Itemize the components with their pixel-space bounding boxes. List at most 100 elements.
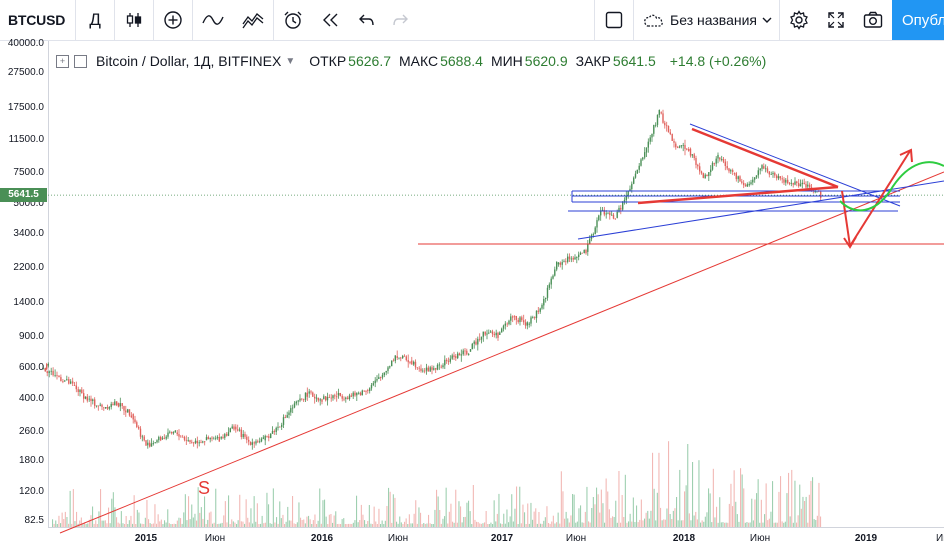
candle-body	[693, 154, 695, 158]
candle-body	[750, 182, 752, 184]
price-axis[interactable]	[0, 41, 49, 527]
publish-button[interactable]: Опубл	[892, 0, 944, 40]
alert-button[interactable]	[274, 0, 312, 40]
volume-bar	[226, 522, 228, 527]
volume-bar	[328, 514, 330, 527]
volume-bar	[175, 524, 177, 527]
gear-icon	[790, 10, 808, 30]
volume-bar	[348, 523, 350, 527]
volume-bar	[183, 512, 185, 527]
candle-body	[556, 261, 558, 270]
candle-body	[730, 170, 732, 172]
volume-bar	[810, 480, 812, 527]
volume-bar	[442, 518, 444, 527]
fullscreen-button[interactable]	[818, 0, 854, 40]
series-title[interactable]: Bitcoin / Dollar, 1Д, BITFINEX	[96, 53, 282, 69]
volume-bar	[772, 481, 774, 527]
volume-bar	[114, 507, 116, 527]
volume-bar	[199, 512, 201, 527]
interval-button[interactable]: Д	[89, 10, 101, 29]
volume-bar	[160, 519, 162, 527]
volume-bar	[642, 520, 644, 527]
price-tick-label: 600.0	[18, 361, 44, 373]
financials-button[interactable]	[233, 0, 273, 40]
candle-body	[546, 287, 549, 298]
candle-body	[565, 261, 567, 263]
chart-area[interactable]: S 40000.0 27500.0 17500.0 11500.0 7500.0 5000…	[0, 38, 944, 550]
volume-bar	[132, 523, 134, 527]
caret-down-icon[interactable]: ▼	[285, 55, 296, 67]
volume-bar	[368, 505, 370, 527]
volume-bar	[58, 515, 60, 527]
volume-bar	[677, 520, 679, 527]
candle-body	[46, 371, 48, 373]
candle-body	[227, 432, 230, 436]
candle-body	[72, 381, 74, 384]
candle-body	[405, 356, 407, 361]
volume-bar	[108, 507, 110, 527]
volume-bar	[220, 523, 222, 527]
volume-bar	[85, 524, 87, 527]
candle-body	[42, 367, 44, 369]
candle-body	[172, 432, 175, 434]
settings-button[interactable]	[780, 0, 818, 40]
volume-bar	[404, 521, 406, 527]
volume-bar	[207, 519, 209, 527]
volume-bar	[580, 505, 582, 527]
candle-body	[365, 391, 367, 392]
symbol-search-button[interactable]: BTCUSD	[8, 12, 66, 28]
replay-button[interactable]	[312, 0, 350, 40]
volume-bar	[792, 522, 794, 527]
volume-bar	[512, 521, 514, 527]
compare-button[interactable]	[154, 0, 192, 40]
volume-bar	[109, 523, 111, 527]
plus-circle-icon	[164, 11, 182, 29]
candles-style-button[interactable]	[115, 0, 153, 40]
candle-body	[596, 220, 598, 228]
down-arrow-line	[841, 190, 851, 247]
volume-bar	[612, 516, 614, 527]
candle-body	[413, 361, 415, 365]
open-value: 5626.7	[348, 53, 391, 69]
volume-bar	[432, 524, 434, 527]
snapshot-button[interactable]	[854, 0, 892, 40]
time-axis[interactable]	[48, 527, 944, 550]
candle-body	[44, 368, 46, 372]
candle-body	[462, 350, 464, 355]
candle-body	[706, 174, 708, 176]
candles-icon	[126, 13, 142, 27]
candle-body	[486, 333, 488, 335]
undo-button[interactable]	[350, 0, 384, 40]
candle-body	[99, 404, 101, 406]
collapse-legend-icon[interactable]: +	[56, 54, 69, 68]
undo-icon	[359, 14, 374, 26]
volume-bar	[410, 523, 412, 527]
indicators-button[interactable]	[193, 0, 233, 40]
candle-body	[110, 403, 112, 408]
volume-bar	[228, 495, 230, 527]
redo-button[interactable]	[384, 0, 416, 40]
volume-bar	[562, 491, 564, 527]
volume-bar	[279, 501, 281, 527]
candle-body	[501, 328, 503, 333]
candle-body	[326, 397, 329, 401]
candle-body	[306, 392, 308, 397]
volume-bar	[514, 508, 516, 527]
layout-select-button[interactable]	[595, 0, 633, 40]
layout-name: Без названия	[670, 12, 757, 28]
price-chart[interactable]: S	[0, 41, 944, 549]
price-tick-label: 3400.0	[13, 228, 44, 240]
volume-bar	[626, 522, 628, 527]
volume-bar	[453, 522, 455, 527]
volume-bar	[548, 523, 550, 527]
volume-bar	[429, 523, 431, 527]
volume-bar	[322, 500, 324, 527]
candle-body	[224, 434, 226, 438]
candle-body	[64, 380, 66, 382]
save-layout-button[interactable]: Без названия	[634, 0, 779, 40]
candle-body	[792, 183, 794, 185]
volume-bar	[140, 523, 142, 527]
candle-body	[534, 317, 536, 319]
candle-body	[301, 398, 303, 400]
candle-body	[367, 390, 369, 391]
